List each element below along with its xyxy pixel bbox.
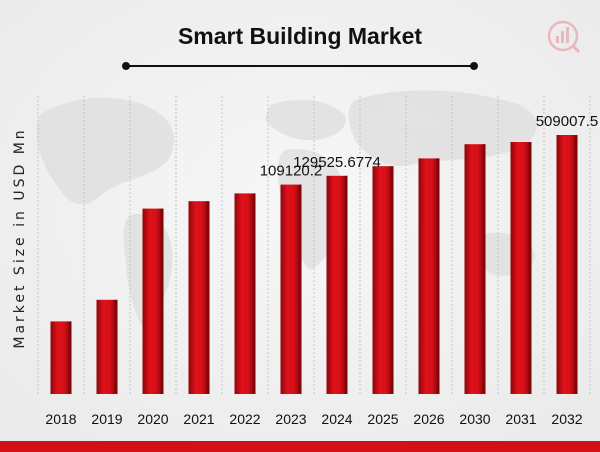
x-tick-label: 2026 <box>413 411 444 427</box>
data-label-2032: 509007.5 <box>536 113 599 130</box>
title-underline <box>122 62 478 70</box>
bar-shade-2018 <box>68 321 72 394</box>
x-tick-label: 2019 <box>91 411 122 427</box>
bar-2019 <box>96 299 118 394</box>
x-tick-label: 2020 <box>137 411 168 427</box>
bar-2022 <box>234 193 256 394</box>
x-tick-label: 2021 <box>183 411 214 427</box>
bar-shade-2019 <box>114 299 118 394</box>
x-tick-label: 2023 <box>275 411 306 427</box>
bar-shade-2021 <box>206 201 210 394</box>
x-axis-ticks: 2018 2019 2020 2021 2022 2023 2024 2025 2026 2030… <box>45 411 582 427</box>
vertical-gridlines <box>37 96 591 394</box>
bar-2025 <box>372 166 394 394</box>
bar-shade-2020 <box>160 208 164 394</box>
bar-shade-2032 <box>574 135 578 394</box>
bar-2021 <box>188 201 210 394</box>
bar-shade-2023 <box>298 184 302 394</box>
bottom-accent-band <box>0 441 600 452</box>
x-tick-label: 2031 <box>505 411 536 427</box>
y-axis-label: Market Size in USD Mn <box>12 127 28 348</box>
bar-2026 <box>418 158 440 394</box>
bar-shade-2031 <box>528 142 532 394</box>
bar-shade-2025 <box>390 166 394 394</box>
bar-2020 <box>142 208 164 394</box>
data-label-2023: 109120.2 <box>260 163 323 180</box>
bar-2030 <box>464 144 486 394</box>
brand-logo-icon <box>547 20 581 54</box>
bar-2032 <box>556 135 578 394</box>
bar-shade-2022 <box>252 193 256 394</box>
x-tick-label: 2030 <box>459 411 490 427</box>
bar-2018 <box>50 321 72 394</box>
x-tick-label: 2022 <box>229 411 260 427</box>
bar-2023 <box>280 184 302 394</box>
chart-title: Smart Building Market <box>178 23 422 49</box>
data-label-2024: 129525.6774 <box>293 154 381 171</box>
bar-shade-2026 <box>436 158 440 394</box>
x-tick-label: 2032 <box>551 411 582 427</box>
x-tick-label: 2024 <box>321 411 352 427</box>
bars <box>50 135 578 394</box>
bar-shade-2024 <box>344 175 348 394</box>
bar-2024 <box>326 175 348 394</box>
x-tick-label: 2018 <box>45 411 76 427</box>
bar-shade-2030 <box>482 144 486 394</box>
bar-2031 <box>510 142 532 394</box>
x-tick-label: 2025 <box>367 411 398 427</box>
